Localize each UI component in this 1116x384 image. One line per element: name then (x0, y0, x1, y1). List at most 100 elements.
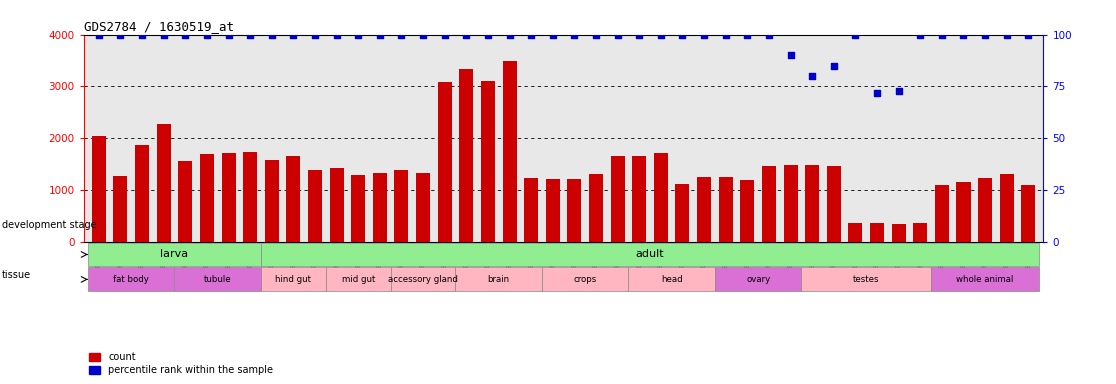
Text: accessory gland: accessory gland (388, 275, 458, 284)
Bar (935, 185, 949, 242)
Point (631, 31, 648, 38)
Bar (715, 267, 801, 291)
Point (889, 88, 907, 94)
Bar (261, 267, 326, 291)
Bar (783, 165, 798, 242)
Point (1019, 31, 1037, 38)
Bar (589, 174, 603, 242)
Point (241, 31, 259, 38)
Text: tubule: tubule (204, 275, 231, 284)
Bar (373, 173, 387, 242)
Point (674, 31, 692, 38)
Bar (719, 177, 733, 242)
Point (479, 31, 497, 38)
Bar (632, 156, 646, 242)
Bar (329, 168, 344, 242)
Bar (1021, 185, 1036, 242)
Bar (542, 267, 628, 291)
Bar (135, 144, 150, 242)
Point (954, 31, 972, 38)
Bar (352, 175, 365, 242)
Bar (326, 267, 391, 291)
Point (825, 63, 843, 69)
Text: development stage: development stage (2, 220, 97, 230)
Bar (654, 153, 667, 242)
Bar (200, 154, 214, 242)
Bar (287, 156, 300, 242)
Text: testes: testes (853, 275, 879, 284)
Point (435, 31, 453, 38)
Bar (88, 243, 261, 266)
Point (328, 31, 346, 38)
Bar (391, 267, 455, 291)
Point (155, 31, 173, 38)
Bar (92, 136, 106, 242)
Point (198, 31, 215, 38)
Point (176, 31, 194, 38)
Bar (892, 224, 906, 242)
Bar (762, 166, 776, 242)
Text: larva: larva (161, 250, 189, 260)
Bar (567, 179, 581, 242)
Bar (956, 182, 971, 242)
Point (695, 31, 713, 38)
Point (912, 31, 930, 38)
Bar (805, 165, 819, 242)
Point (608, 31, 626, 38)
Bar (675, 184, 690, 242)
Bar (801, 267, 931, 291)
Bar (628, 267, 715, 291)
Bar (179, 161, 192, 242)
Point (458, 31, 475, 38)
Bar (502, 61, 517, 242)
Point (371, 31, 388, 38)
Text: fat body: fat body (114, 275, 150, 284)
Point (846, 31, 864, 38)
Text: tissue: tissue (2, 270, 31, 280)
Text: adult: adult (636, 250, 664, 260)
Bar (243, 152, 257, 242)
Point (976, 31, 994, 38)
Bar (221, 153, 235, 242)
Point (868, 89, 886, 96)
Bar (1000, 174, 1013, 242)
Text: GDS2784 / 1630519_at: GDS2784 / 1630519_at (84, 20, 233, 33)
Bar (114, 176, 127, 242)
Point (543, 31, 561, 38)
Point (349, 31, 367, 38)
Bar (698, 177, 711, 242)
Bar (416, 172, 430, 242)
Point (220, 31, 238, 38)
Bar (827, 166, 840, 242)
Point (112, 31, 129, 38)
Bar (394, 170, 408, 242)
Bar (437, 82, 452, 242)
Point (739, 31, 757, 38)
Point (501, 31, 519, 38)
Point (133, 31, 151, 38)
Point (781, 52, 799, 58)
Bar (88, 267, 174, 291)
Bar (913, 223, 927, 242)
Text: hind gut: hind gut (276, 275, 311, 284)
Bar (460, 69, 473, 242)
Bar (931, 267, 1039, 291)
Text: crops: crops (574, 275, 597, 284)
Point (933, 31, 951, 38)
Bar (848, 223, 863, 242)
Point (760, 31, 778, 38)
Bar (610, 156, 625, 242)
Bar (481, 81, 496, 242)
Point (285, 31, 302, 38)
Point (414, 31, 432, 38)
Bar (525, 178, 538, 242)
Point (393, 31, 411, 38)
Text: head: head (661, 275, 683, 284)
Text: brain: brain (488, 275, 510, 284)
Bar (546, 179, 560, 242)
Text: ovary: ovary (745, 275, 770, 284)
Point (90, 31, 108, 38)
Point (716, 31, 734, 38)
Bar (308, 170, 323, 242)
Point (522, 31, 540, 38)
